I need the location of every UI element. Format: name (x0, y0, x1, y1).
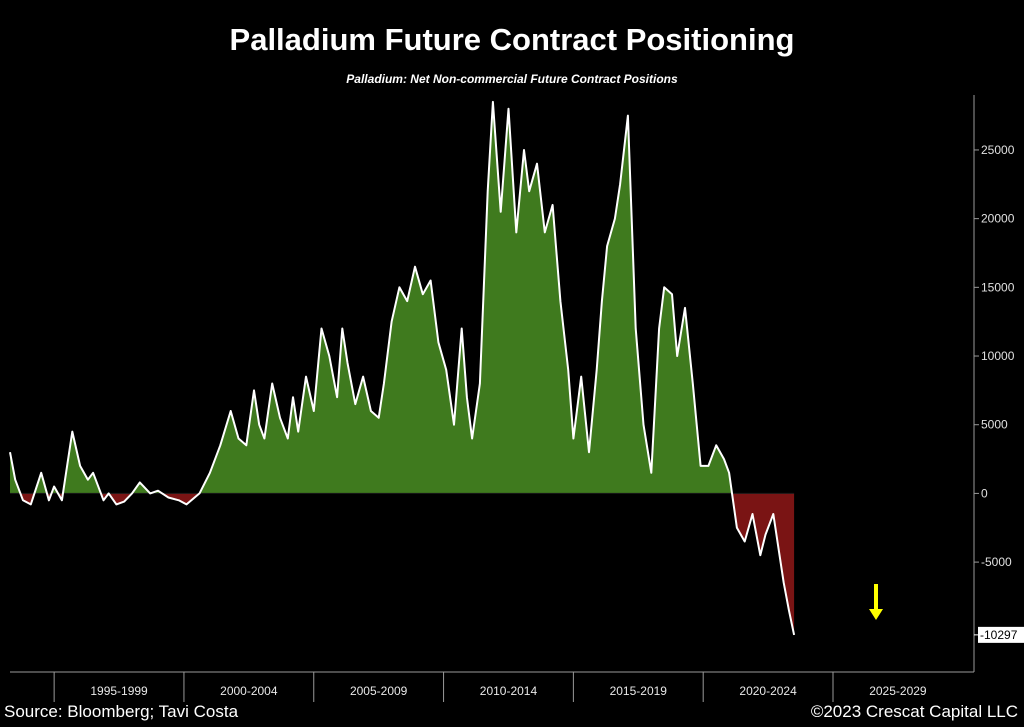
positive-area-fill (10, 101, 795, 494)
period-label: 1995-1999 (90, 684, 148, 698)
period-label: 2000-2004 (220, 684, 278, 698)
period-label: 2005-2009 (350, 684, 408, 698)
last-value-box (978, 626, 1024, 643)
y-tick-label: -5000 (981, 555, 1012, 569)
period-label: 2020-2024 (739, 684, 797, 698)
period-label: 2015-2019 (610, 684, 668, 698)
y-tick-label: 25000 (981, 143, 1015, 157)
y-tick-label: 10000 (981, 349, 1015, 363)
arrow-head (869, 609, 883, 620)
chart-subtitle: Palladium: Net Non-commercial Future Con… (346, 72, 678, 86)
chart-title: Palladium Future Contract Positioning (229, 22, 795, 57)
down-arrow-icon (869, 584, 883, 620)
period-label: 2010-2014 (480, 684, 538, 698)
last-value-marker: -10297 (974, 626, 1024, 643)
last-value-label: -10297 (980, 628, 1018, 642)
y-tick-label: 5000 (981, 418, 1008, 432)
y-axis-ticks: 25000 20000 15000 10000 5000 0 -5000 (974, 143, 1015, 569)
y-tick-label: 20000 (981, 212, 1015, 226)
source-note: Source: Bloomberg; Tavi Costa (4, 702, 239, 721)
copyright-note: ©2023 Crescat Capital LLC (810, 702, 1018, 721)
y-tick-label: 15000 (981, 280, 1015, 294)
x-axis-periods: 1995-1999 2000-2004 2005-2009 2010-2014 2015… (53, 672, 927, 702)
period-label: 2025-2029 (869, 684, 927, 698)
y-tick-label: 0 (981, 486, 988, 500)
series-line (9, 100, 796, 636)
